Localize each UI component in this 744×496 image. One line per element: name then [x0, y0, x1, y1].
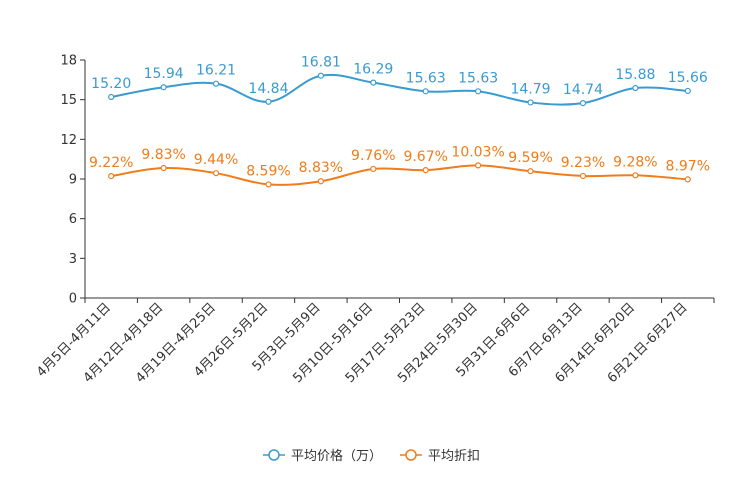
data-label: 15.63 — [406, 70, 446, 86]
data-label: 14.84 — [248, 81, 288, 97]
data-label: 16.21 — [196, 63, 236, 79]
y-tick-label: 12 — [60, 133, 77, 148]
data-point — [370, 165, 377, 173]
data-point — [265, 98, 272, 105]
y-axis: 0 3 6 9 12 15 18 — [60, 54, 86, 307]
legend-marker — [268, 449, 280, 461]
data-label: 9.23% — [561, 155, 605, 171]
data-point — [579, 172, 587, 180]
data-point — [370, 79, 377, 86]
data-label: 9.28% — [613, 154, 657, 170]
data-label: 8.83% — [299, 160, 343, 176]
data-label: 15.20 — [91, 76, 131, 92]
data-point — [317, 72, 324, 79]
y-tick-label: 0 — [69, 292, 77, 307]
data-label: 15.88 — [615, 67, 655, 83]
data-point — [212, 170, 220, 177]
data-point — [160, 164, 167, 172]
y-tick-label: 9 — [69, 173, 77, 188]
data-point — [108, 93, 115, 101]
data-label: 16.81 — [301, 55, 341, 71]
data-point — [422, 88, 429, 95]
data-label: 15.94 — [144, 66, 184, 82]
data-point — [527, 99, 534, 106]
series-0: 15.20 15.94 16.21 14.84 16.81 16.29 15.63 15.63… — [91, 55, 708, 107]
data-point — [579, 100, 587, 107]
data-label: 9.44% — [194, 152, 238, 168]
data-point — [108, 172, 115, 180]
data-label: 16.29 — [353, 62, 393, 78]
data-point — [527, 168, 534, 175]
data-label: 15.66 — [668, 70, 708, 86]
data-label: 15.63 — [458, 70, 498, 86]
data-point — [475, 162, 482, 169]
data-label: 8.59% — [246, 163, 290, 179]
data-point — [422, 167, 429, 174]
data-label: 9.83% — [141, 147, 185, 163]
legend-label: 平均折扣 — [428, 449, 480, 464]
data-point — [265, 181, 272, 188]
data-label: 9.22% — [89, 155, 133, 171]
data-point — [317, 178, 324, 185]
legend-marker — [405, 449, 417, 461]
data-point — [632, 84, 639, 92]
data-label: 9.76% — [351, 148, 395, 164]
series-1: 9.22% 9.83% 9.44% 8.59% 8.83% 9.76% 9.67% 10.03… — [89, 144, 710, 188]
data-point — [160, 84, 167, 91]
data-point — [684, 176, 691, 183]
legend-item-0[interactable]: 平均价格（万） — [263, 448, 382, 464]
data-point — [212, 80, 220, 87]
y-tick-label: 15 — [60, 93, 77, 108]
series-layer: 15.20 15.94 16.21 14.84 16.81 16.29 15.63 15.63… — [89, 55, 710, 188]
data-label: 8.97% — [666, 158, 710, 174]
data-point — [684, 87, 691, 95]
legend-label: 平均价格（万） — [291, 448, 382, 464]
data-label: 9.59% — [508, 150, 552, 166]
legend-item-1[interactable]: 平均折扣 — [400, 449, 480, 464]
data-label: 9.67% — [403, 149, 447, 165]
data-label: 14.74 — [563, 82, 603, 98]
data-point — [475, 88, 482, 95]
legend[interactable]: 平均价格（万） 平均折扣 — [263, 448, 480, 464]
series-line — [111, 164, 688, 186]
data-label: 14.79 — [510, 81, 550, 97]
data-point — [632, 172, 639, 179]
data-label: 10.03% — [451, 144, 504, 160]
y-tick-label: 18 — [60, 54, 77, 69]
series-line — [111, 73, 688, 106]
x-axis: 4月5日-4月11日4月12日-4月18日4月19日-4月25日4月26日-5月… — [34, 297, 715, 386]
y-tick-label: 6 — [69, 212, 77, 227]
y-tick-label: 3 — [69, 252, 77, 267]
